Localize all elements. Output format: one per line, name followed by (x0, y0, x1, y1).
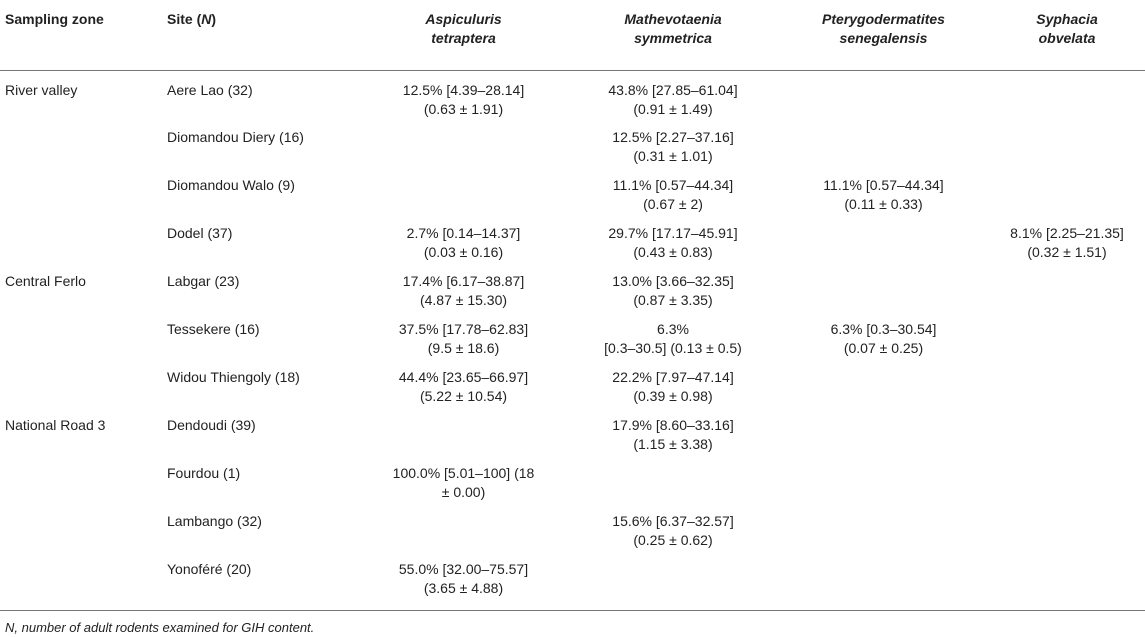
cell-sampling-zone (0, 224, 163, 272)
cell-pterygodermatites: 6.3% [0.3–30.54] (0.07 ± 0.25) (830, 321, 937, 356)
cell-sampling-zone (0, 464, 163, 512)
cell-pterygodermatites (778, 368, 989, 416)
cell-pterygodermatites (778, 560, 989, 611)
cell-aspiculuris: 17.4% [6.17–38.87] (4.87 ± 15.30) (402, 273, 525, 308)
cell-syphacia (989, 416, 1145, 464)
cell-syphacia (989, 368, 1145, 416)
cell-mathevotaenia: 17.9% [8.60–33.16] (1.15 ± 3.38) (612, 417, 734, 452)
cell-syphacia: 8.1% [2.25–21.35] (0.32 ± 1.51) (1010, 225, 1124, 260)
cell-aspiculuris (359, 512, 568, 560)
cell-aspiculuris: 37.5% [17.78–62.83] (9.5 ± 18.6) (398, 321, 529, 356)
cell-syphacia (989, 560, 1145, 611)
cell-sampling-zone: National Road 3 (5, 417, 106, 433)
cell-pterygodermatites (778, 70, 989, 128)
cell-site: Labgar (23) (167, 273, 240, 289)
cell-aspiculuris: 12.5% [4.39–28.14] (0.63 ± 1.91) (402, 81, 525, 117)
cell-syphacia (989, 320, 1145, 368)
cell-sampling-zone: River valley (5, 81, 78, 98)
cell-sampling-zone (0, 176, 163, 224)
cell-pterygodermatites: 11.1% [0.57–44.34] (0.11 ± 0.33) (823, 177, 944, 212)
cell-mathevotaenia: 11.1% [0.57–44.34] (0.67 ± 2) (612, 177, 734, 212)
cell-syphacia (989, 464, 1145, 512)
table-row: Widou Thiengoly (18) 44.4% [23.65–66.97](… (0, 368, 1145, 416)
table-row: National Road 3 Dendoudi (39) 17.9% [8.60–… (0, 416, 1145, 464)
cell-mathevotaenia (568, 560, 778, 611)
header-syphacia: Syphacia obvelata (989, 0, 1145, 71)
cell-sampling-zone (0, 560, 163, 611)
cell-aspiculuris (359, 416, 568, 464)
cell-sampling-zone: Central Ferlo (5, 273, 86, 289)
cell-aspiculuris: 55.0% [32.00–75.57] (3.65 ± 4.88) (359, 560, 568, 611)
table-row: Fourdou (1) 100.0% [5.01–100] (18 ± 0.00) (0, 464, 1145, 512)
header-mathevotaenia: Mathevotaenia symmetrica (568, 0, 778, 71)
cell-sampling-zone (0, 320, 163, 368)
cell-aspiculuris (359, 128, 568, 176)
cell-site: Dendoudi (39) (167, 417, 256, 433)
cell-aspiculuris: 2.7% [0.14–14.37] (0.03 ± 0.16) (406, 225, 521, 260)
cell-mathevotaenia: 6.3% [0.3–30.5] (0.13 ± 0.5) (604, 321, 742, 356)
cell-site: Diomandou Walo (9) (167, 177, 295, 193)
cell-site: Tessekere (16) (167, 321, 260, 337)
header-aspiculuris: Aspiculuris tetraptera (359, 0, 568, 71)
cell-pterygodermatites (778, 272, 989, 320)
table-row: Lambango (32) 15.6% [6.37–32.57] (0.25 ± 0… (0, 512, 1145, 560)
cell-aspiculuris (359, 176, 568, 224)
table-row: Yonoféré (20) 55.0% [32.00–75.57] (3.65 ± … (0, 560, 1145, 611)
cell-mathevotaenia: 12.5% [2.27–37.16] (0.31 ± 1.01) (612, 129, 734, 164)
cell-sampling-zone (0, 368, 163, 416)
cell-site: Fourdou (1) (167, 465, 241, 481)
cell-aspiculuris: 100.0% [5.01–100] (18 ± 0.00) (392, 465, 535, 500)
cell-mathevotaenia: 43.8% [27.85–61.04] (0.91 ± 1.49) (608, 81, 738, 117)
header-site: Site (N) (163, 0, 359, 71)
cell-pterygodermatites (778, 416, 989, 464)
cell-mathevotaenia: 15.6% [6.37–32.57] (0.25 ± 0.62) (612, 513, 734, 548)
cell-sampling-zone (0, 512, 163, 560)
cell-sampling-zone (0, 128, 163, 176)
cell-site: Widou Thiengoly (18) (167, 369, 300, 385)
prevalence-table: Sampling zone Site (N) Aspiculuris tetrap… (0, 0, 1145, 611)
table-row: Dodel (37) 2.7% [0.14–14.37] (0.03 ± 0.16)… (0, 224, 1145, 272)
table-row: Tessekere (16) 37.5% [17.78–62.83] (9.5 ± … (0, 320, 1145, 368)
cell-syphacia (989, 272, 1145, 320)
cell-site: Yonoféré (20) (163, 560, 359, 611)
cell-pterygodermatites (778, 512, 989, 560)
table-row: Diomandou Diery (16) 12.5% [2.27–37.16] (0… (0, 128, 1145, 176)
cell-mathevotaenia: 29.7% [17.17–45.91] (0.43 ± 0.83) (608, 225, 738, 260)
cell-syphacia (989, 70, 1145, 128)
cell-aspiculuris: 44.4% [23.65–66.97] (5.22 ± 10.54) (398, 369, 529, 404)
cell-mathevotaenia: 22.2% [7.97–47.14] (0.39 ± 0.98) (612, 369, 734, 404)
cell-syphacia (989, 512, 1145, 560)
cell-syphacia (989, 176, 1145, 224)
cell-site: Diomandou Diery (16) (167, 129, 304, 145)
header-row: Sampling zone Site (N) Aspiculuris tetrap… (0, 0, 1145, 71)
cell-pterygodermatites (778, 128, 989, 176)
cell-mathevotaenia: 13.0% [3.66–32.35] (0.87 ± 3.35) (612, 273, 734, 308)
cell-pterygodermatites (778, 464, 989, 512)
header-pterygodermatites: Pterygodermatites senegalensis (778, 0, 989, 71)
table-row: River valley Aere Lao (32) 12.5% [4.39–28.… (0, 70, 1145, 128)
cell-site: Dodel (37) (167, 225, 233, 241)
cell-pterygodermatites (778, 224, 989, 272)
cell-site: Aere Lao (32) (167, 81, 253, 98)
table-row: Central Ferlo Labgar (23) 17.4% [6.17–38.8… (0, 272, 1145, 320)
cell-mathevotaenia (568, 464, 778, 512)
cell-site: Lambango (32) (167, 513, 262, 529)
table-footnote: N, number of adult rodents examined for … (5, 620, 315, 635)
table-row: Diomandou Walo (9) 11.1% [0.57–44.34] (0.6… (0, 176, 1145, 224)
header-sampling-zone: Sampling zone (0, 0, 163, 71)
cell-syphacia (989, 128, 1145, 176)
